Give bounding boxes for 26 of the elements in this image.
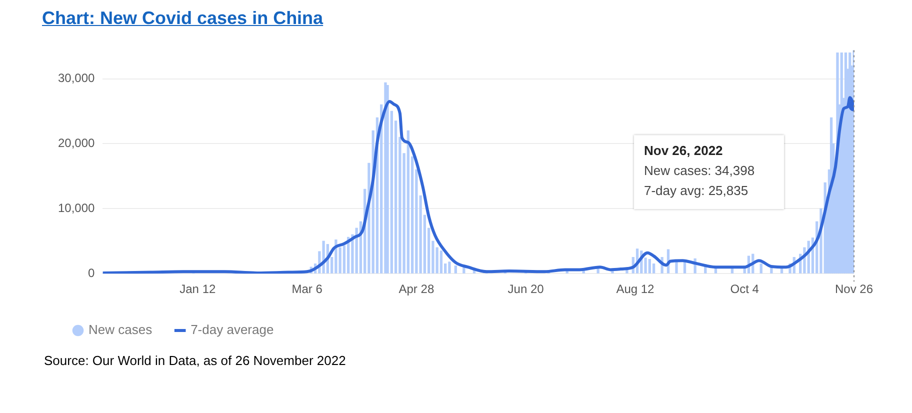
bar	[760, 264, 762, 274]
source-note: Source: Our World in Data, as of 26 November 2022	[44, 353, 347, 368]
legend-label: 7-day average	[190, 322, 274, 338]
bar	[462, 267, 466, 274]
bar	[386, 84, 389, 274]
x-tick-label: Jan 12	[180, 282, 216, 296]
bar	[675, 262, 678, 274]
bar	[454, 265, 457, 274]
bar	[448, 262, 451, 274]
x-tick-label: Aug 12	[616, 282, 655, 296]
x-tick-label: Jun 20	[508, 282, 544, 296]
y-tick-label: 30,000	[58, 71, 96, 86]
y-tick-label: 0	[88, 266, 96, 280]
x-tick-label: Nov 26	[834, 282, 874, 296]
bar	[440, 250, 443, 274]
x-tick-label: Mar 6	[292, 282, 323, 296]
x-tick-label: Oct 4	[730, 282, 760, 296]
bar	[648, 258, 651, 274]
y-tick-label: 20,000	[58, 136, 96, 150]
x-tick-label: Apr 28	[398, 282, 434, 296]
bar	[406, 130, 410, 274]
y-tick-label: 10,000	[58, 200, 96, 215]
chart-title: Chart: New Covid cases in China	[42, 8, 324, 29]
line-series	[102, 96, 854, 274]
annotation: Nov 26, 2022 New cases: 34,398 7-day avg: 25,835	[644, 143, 755, 198]
legend-label: New cases	[88, 322, 153, 338]
